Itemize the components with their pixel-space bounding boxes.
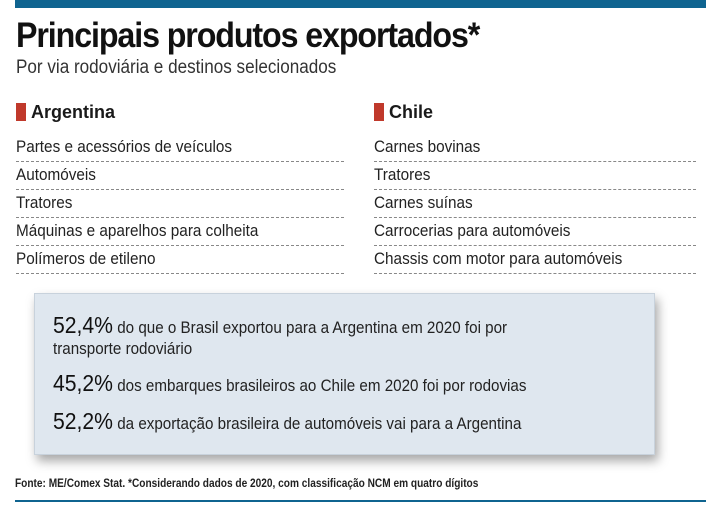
page-subtitle: Por via rodoviária e destinos selecionad… bbox=[16, 57, 337, 78]
argentina-column: Argentina Partes e acessórios de veículo… bbox=[16, 100, 344, 274]
list-item: Carrocerias para automóveis bbox=[374, 218, 696, 246]
list-item: Partes e acessórios de veículos bbox=[16, 134, 344, 162]
list-item: Tratores bbox=[374, 162, 696, 190]
stat-3: 52,2% da exportação brasileira de automó… bbox=[53, 408, 522, 434]
source-note: Fonte: ME/Comex Stat. *Considerando dado… bbox=[15, 478, 479, 490]
red-square-icon bbox=[374, 103, 384, 121]
top-rule bbox=[15, 0, 706, 8]
list-item: Carnes bovinas bbox=[374, 134, 696, 162]
argentina-label: Argentina bbox=[31, 101, 116, 122]
chile-label: Chile bbox=[389, 101, 434, 122]
bottom-rule bbox=[15, 500, 706, 502]
list-item: Tratores bbox=[16, 190, 344, 218]
argentina-header: Argentina bbox=[16, 100, 344, 124]
list-item: Carnes suínas bbox=[374, 190, 696, 218]
page-title: Principais produtos exportados* bbox=[16, 16, 480, 55]
stat-1: 52,4% do que o Brasil exportou para a Ar… bbox=[53, 312, 508, 338]
chile-header: Chile bbox=[374, 100, 696, 124]
list-item: Máquinas e aparelhos para colheita bbox=[16, 218, 344, 246]
stats-box: 52,4% do que o Brasil exportou para a Ar… bbox=[34, 293, 655, 455]
list-item: Chassis com motor para automóveis bbox=[374, 246, 696, 274]
list-item: Polímeros de etileno bbox=[16, 246, 344, 274]
stat-1-cont: transporte rodoviário bbox=[53, 340, 193, 358]
list-item: Automóveis bbox=[16, 162, 344, 190]
chile-column: Chile Carnes bovinas Tratores Carnes suí… bbox=[374, 100, 696, 274]
red-square-icon bbox=[16, 103, 26, 121]
stat-2: 45,2% dos embarques brasileiros ao Chile… bbox=[53, 370, 527, 396]
